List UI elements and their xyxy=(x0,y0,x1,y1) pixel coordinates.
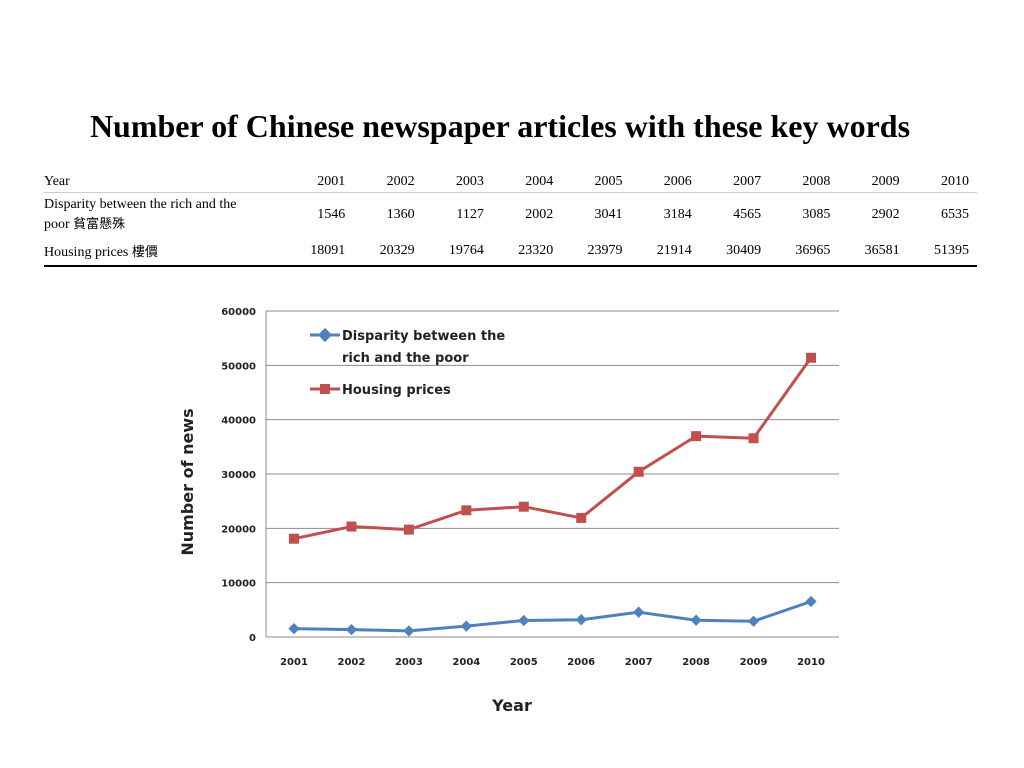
housing-cell: 19764 xyxy=(422,237,492,267)
y-tick-label: 0 xyxy=(249,633,256,644)
year-cell: 2008 xyxy=(769,171,839,193)
housing-label: Housing prices 樓價 xyxy=(44,237,284,267)
data-point xyxy=(805,595,817,608)
year-cell: 2002 xyxy=(353,171,423,193)
x-tick-label: 2005 xyxy=(510,657,538,668)
y-tick-label: 30000 xyxy=(221,470,256,481)
data-point xyxy=(403,625,415,637)
data-point xyxy=(748,433,759,444)
data-point xyxy=(518,614,530,627)
year-cell: 2004 xyxy=(491,171,562,193)
y-tick-label: 20000 xyxy=(221,524,256,535)
data-point xyxy=(288,622,300,635)
data-point xyxy=(461,505,472,516)
x-tick-label: 2009 xyxy=(740,657,768,668)
disparity-cell: 1127 xyxy=(456,207,484,222)
disparity-cell: 3184 xyxy=(663,207,692,222)
table-row-housing: Housing prices 樓價 18091 20329 19764 2332… xyxy=(44,237,977,267)
data-point xyxy=(403,524,414,535)
x-tick-label: 2006 xyxy=(567,657,595,668)
series-line-1 xyxy=(293,356,813,541)
table-row-disparity: Disparity between the rich and the poor … xyxy=(44,193,977,238)
data-point xyxy=(691,431,702,442)
y-tick-labels: 0 10000 20000 30000 40000 50000 60000 xyxy=(221,307,256,644)
housing-label-text: Housing prices xyxy=(44,245,129,260)
data-point xyxy=(289,533,299,544)
housing-cell: 23320 xyxy=(491,237,562,267)
housing-cell: 36581 xyxy=(838,237,908,267)
housing-cell: 51395 xyxy=(907,237,977,267)
disparity-label-cjk: 貧富懸殊 xyxy=(73,217,126,232)
x-tick-label: 2008 xyxy=(682,657,710,668)
data-point xyxy=(806,352,816,363)
data-point xyxy=(633,466,644,477)
disparity-label-line2: poor xyxy=(44,217,70,232)
data-point xyxy=(460,620,472,632)
data-point xyxy=(690,614,702,626)
year-cell: 2003 xyxy=(422,171,492,193)
housing-label-cjk: 樓價 xyxy=(131,245,158,260)
housing-cell: 18091 xyxy=(284,237,354,267)
y-tick-label: 40000 xyxy=(221,416,256,427)
x-tick-label: 2001 xyxy=(280,657,308,668)
housing-cell: 20329 xyxy=(353,237,423,267)
year-cell: 2005 xyxy=(561,171,631,193)
table-row-years: Year 2001 2002 2003 2004 2005 2006 2007 … xyxy=(44,171,977,193)
disparity-cell: 3041 xyxy=(594,207,623,222)
data-point xyxy=(518,501,529,512)
legend-marker-housing xyxy=(320,384,330,394)
x-tick-label: 2004 xyxy=(452,657,480,668)
y-axis-title: Number of news xyxy=(178,408,197,555)
x-tick-label: 2002 xyxy=(338,657,366,668)
y-tick-label: 10000 xyxy=(221,579,256,590)
housing-cell: 23979 xyxy=(561,237,631,267)
year-cell: 2007 xyxy=(699,171,770,193)
x-tick-label: 2007 xyxy=(625,657,653,668)
data-point xyxy=(747,615,760,627)
year-cell: 2006 xyxy=(630,171,700,193)
disparity-cell: 3085 xyxy=(802,207,831,222)
x-tick-label: 2010 xyxy=(797,657,825,668)
housing-cell: 21914 xyxy=(630,237,700,267)
y-tick-label: 50000 xyxy=(221,361,256,372)
disparity-cell: 2002 xyxy=(525,207,554,222)
data-point xyxy=(575,614,587,626)
legend-label-disparity-line2: rich and the poor xyxy=(342,351,469,366)
year-cell: 2001 xyxy=(284,171,354,193)
legend-label-housing: Housing prices xyxy=(342,383,451,398)
disparity-label-line1: Disparity between the rich and the xyxy=(44,197,237,212)
x-tick-label: 2003 xyxy=(395,657,423,668)
data-point xyxy=(346,521,357,532)
disparity-cell: 6535 xyxy=(941,207,969,222)
data-point xyxy=(345,623,358,636)
year-cell: 2009 xyxy=(838,171,908,193)
disparity-label: Disparity between the rich and the poor … xyxy=(44,193,284,238)
year-cell: 2010 xyxy=(907,171,977,193)
series-line-0 xyxy=(293,600,812,633)
disparity-cell: 1546 xyxy=(317,207,346,222)
housing-cell: 36965 xyxy=(769,237,839,267)
line-chart: 0 10000 20000 30000 40000 50000 60000 2001 2002… xyxy=(178,307,839,715)
series-lines xyxy=(288,352,817,637)
data-table: Year 2001 2002 2003 2004 2005 2006 2007 … xyxy=(44,171,977,267)
x-tick-labels: 2001 2002 2003 2004 2005 2006 2007 2008 2009 2010 xyxy=(280,657,825,668)
legend: Disparity between the rich and the poor … xyxy=(310,327,505,398)
legend-label-disparity-line1: Disparity between the xyxy=(342,329,505,344)
page-title: Number of Chinese newspaper articles wit… xyxy=(89,108,911,144)
year-header: Year xyxy=(44,171,284,193)
data-point xyxy=(576,512,587,523)
x-axis-title: Year xyxy=(491,696,532,715)
disparity-cell: 2902 xyxy=(871,207,900,222)
legend-marker-disparity xyxy=(317,327,333,343)
y-tick-label: 60000 xyxy=(221,307,256,318)
disparity-cell: 4565 xyxy=(733,207,762,222)
data-point xyxy=(633,606,645,618)
housing-cell: 30409 xyxy=(699,237,770,267)
disparity-cell: 1360 xyxy=(386,207,415,222)
